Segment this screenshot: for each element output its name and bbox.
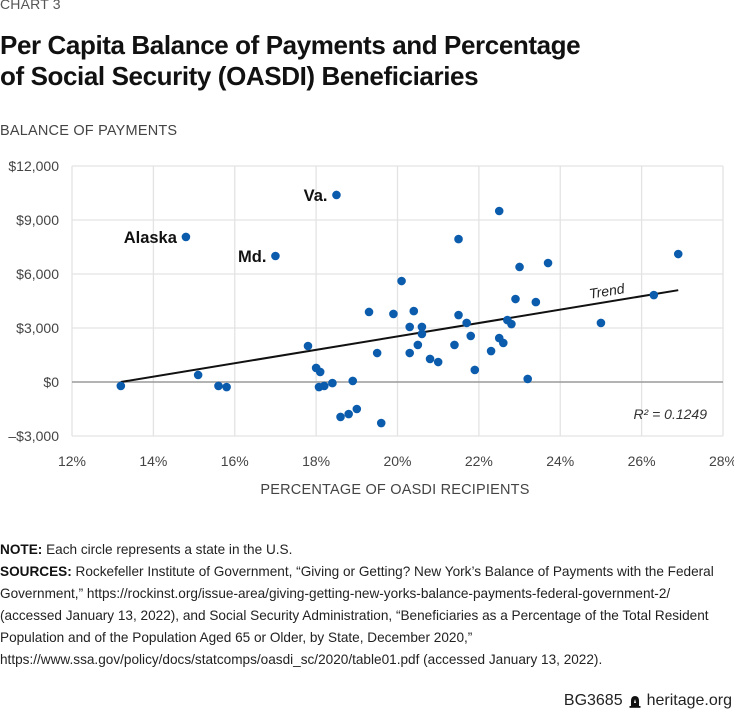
y-tick-label: –$3,000 [8,428,59,444]
chart-title-line-2: of Social Security (OASDI) Beneficiaries [0,61,479,91]
x-tick-label: 24% [546,453,574,469]
data-point [454,234,463,244]
data-point [498,338,508,348]
data-point [409,306,419,316]
trend-line [120,289,679,383]
data-points [116,190,683,428]
x-tick-labels: 12% 14% 16% 18% 20% 22% 24% 26% 28% [58,453,734,469]
data-point [470,365,480,375]
data-point [454,310,463,320]
data-point [397,276,406,286]
sources-text: Rockefeller Institute of Government, “Gi… [0,564,714,667]
data-point [531,297,541,307]
point-labels: Alaska Md. Va. [124,187,328,266]
data-point [193,370,203,380]
data-point [405,322,415,332]
data-point [425,354,435,364]
point-label: Alaska [124,229,178,247]
point-label: Md. [238,248,266,266]
x-tick-label: 18% [302,453,330,469]
data-point [433,357,443,367]
data-point [486,346,496,356]
data-point [596,318,606,328]
sources: SOURCES: Rockefeller Institute of Govern… [0,561,734,671]
data-point [328,378,337,388]
data-point [222,382,231,392]
data-point [319,381,329,391]
trend-label: Trend [588,280,627,302]
note: NOTE: Each circle represents a state in … [0,539,734,561]
data-point [116,381,126,391]
footer: BG3685 heritage.org [564,692,732,710]
data-point [462,318,471,328]
x-tick-label: 14% [139,453,167,469]
data-point [405,348,415,358]
chart-title: Per Capita Balance of Payments and Perce… [0,30,581,92]
y-tick-label: $9,000 [16,212,59,228]
y-tick-label: $0 [43,374,59,390]
note-text: Each circle represents a state in the U.… [42,542,293,557]
data-point [417,329,427,339]
data-point [332,190,341,200]
data-point [303,341,313,351]
data-point [214,381,223,391]
data-point [348,376,358,386]
data-point [336,412,345,422]
y-tick-label: $3,000 [16,320,59,336]
sources-label: SOURCES: [0,564,72,579]
data-point [494,206,504,216]
x-tick-label: 28% [709,453,734,469]
data-point [649,290,659,300]
liberty-bell-icon [629,695,641,708]
data-point [543,258,553,268]
data-point [181,232,191,242]
data-point [389,309,398,319]
scatter-plot: –$3,000 $0 $3,000 $6,000 $9,000 $12,000 12% 14… [8,158,734,469]
gridlines [71,165,724,437]
chart-eyebrow: CHART 3 [0,0,61,12]
notes-section: NOTE: Each circle represents a state in … [0,539,734,671]
data-point [364,307,374,317]
chart-title-line-1: Per Capita Balance of Payments and Perce… [0,30,581,60]
data-point [450,340,459,350]
data-point [315,367,325,377]
y-axis-label: BALANCE OF PAYMENTS [0,123,178,139]
data-point [515,262,524,272]
x-tick-label: 22% [465,453,493,469]
data-point [523,374,532,384]
data-point [466,331,476,341]
report-code: BG3685 [563,692,623,709]
x-tick-label: 26% [628,453,656,469]
data-point [372,348,382,358]
x-tick-label: 20% [383,453,411,469]
data-point [376,418,386,428]
x-axis-label: PERCENTAGE OF OASDI RECIPIENTS [260,482,530,498]
data-point [352,404,362,414]
note-label: NOTE: [0,542,43,557]
x-tick-label: 12% [58,453,86,469]
data-point [271,251,280,261]
trend-line-group: Trend R² = 0.1249 [120,280,707,422]
data-point [673,249,683,259]
data-point [511,294,520,304]
data-point [507,319,516,329]
point-label: Va. [304,187,328,205]
x-tick-label: 16% [221,453,249,469]
y-tick-labels: –$3,000 $0 $3,000 $6,000 $9,000 $12,000 [8,158,59,444]
site-link[interactable]: heritage.org [646,692,732,709]
data-point [417,322,427,332]
y-tick-label: $6,000 [16,266,59,282]
r-squared-annotation: R² = 0.1249 [633,406,707,422]
data-point [344,409,353,419]
data-point [413,340,423,350]
y-tick-label: $12,000 [8,158,59,174]
